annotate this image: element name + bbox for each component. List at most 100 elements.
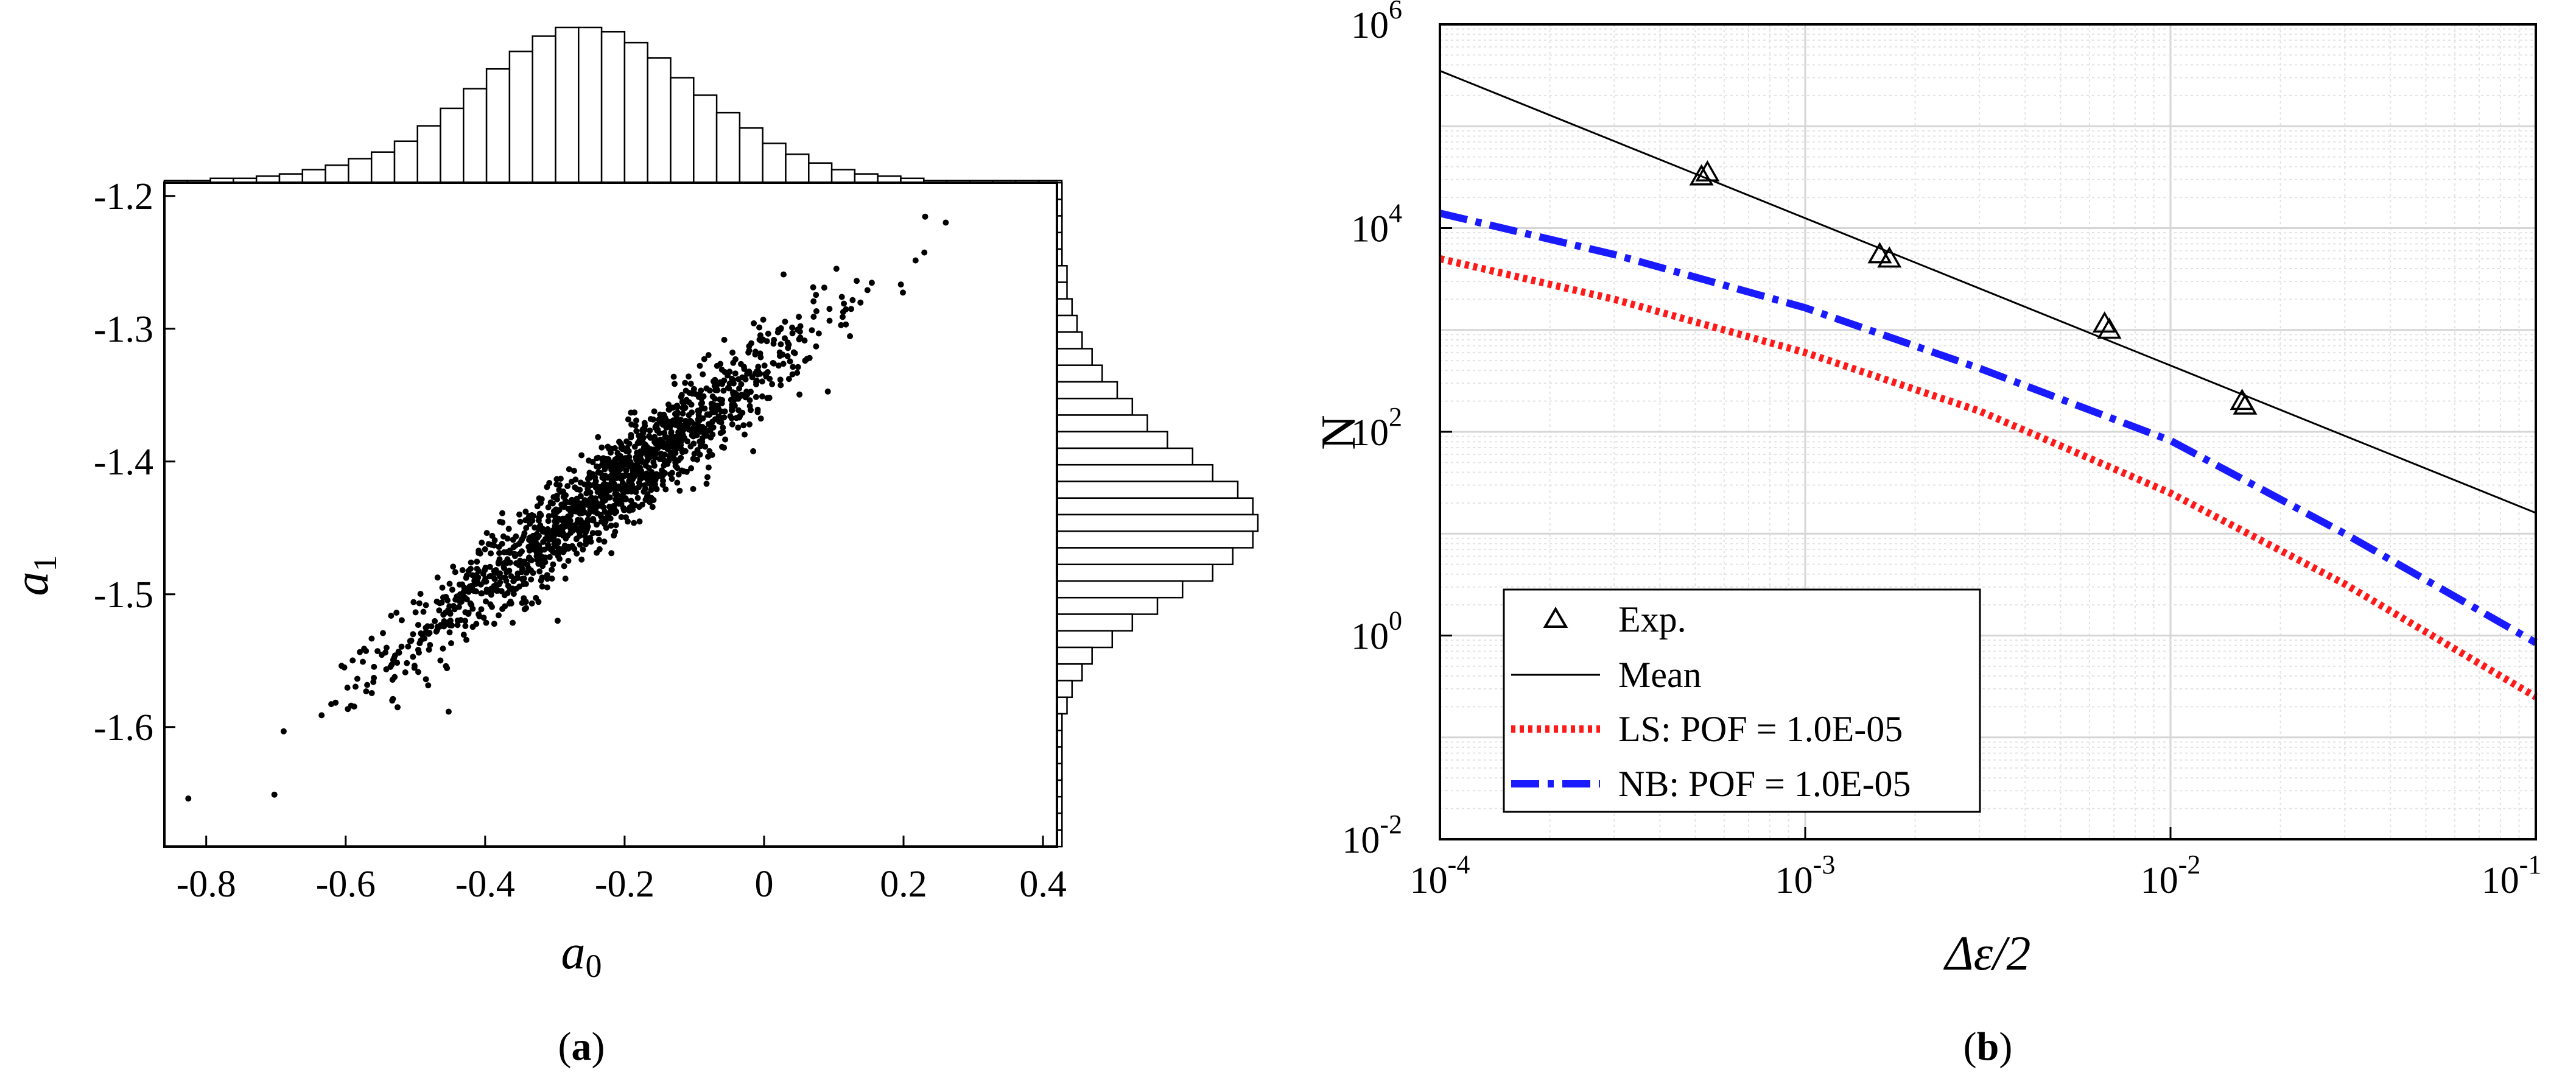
scatter-point (584, 486, 591, 492)
scatter-point (538, 496, 545, 502)
scatter-point (388, 613, 395, 619)
right-hist-bar (1056, 663, 1083, 682)
scatter-point (491, 537, 498, 543)
scatter-point (746, 421, 753, 428)
scatter-point (478, 590, 485, 597)
scatter-point (686, 373, 692, 380)
scatter-point (388, 661, 395, 668)
scatter-point (486, 563, 493, 570)
scatter-point (704, 474, 711, 481)
scatter-point (709, 393, 716, 400)
scatter-point (383, 644, 390, 651)
scatter-point (777, 382, 784, 389)
scatter-point (616, 485, 622, 492)
scatter-point (598, 513, 604, 520)
right-hist-bar (1056, 580, 1184, 599)
scatter-point (729, 349, 736, 356)
exp-marker (2097, 317, 2122, 339)
scatter-point (454, 617, 461, 624)
right-hist-bar (1056, 481, 1239, 499)
scatter-point (577, 487, 583, 493)
grid-b (1439, 24, 2536, 840)
scatter-point (574, 550, 580, 557)
top-hist-bar (485, 68, 511, 184)
scatter-point (838, 294, 845, 300)
legend-nb-label: NB: POF = 1.0E-05 (1618, 764, 1911, 804)
scatter-point (459, 581, 466, 588)
top-hist-bar (278, 173, 304, 184)
scatter-point (487, 601, 494, 608)
scatter-point (631, 502, 638, 509)
scatter-point (440, 611, 447, 618)
x-tick-label-b: 10-4 (1410, 850, 1470, 901)
scatter-point (553, 528, 560, 535)
top-hist-bar (348, 158, 373, 184)
scatter-point (653, 471, 660, 477)
scatter-point (595, 434, 602, 440)
scatter-point (637, 481, 644, 488)
scatter-point (732, 370, 739, 377)
scatter-point (550, 561, 556, 568)
scatter-point (538, 577, 544, 584)
scatter-point (598, 518, 605, 525)
scatter-point (824, 388, 831, 395)
scatter-point (646, 454, 653, 461)
scatter-point (921, 249, 928, 256)
scatter-point (495, 560, 502, 567)
scatter-point (558, 501, 565, 508)
scatter-point (775, 362, 782, 369)
scatter-point (689, 409, 695, 416)
scatter-point (501, 565, 507, 571)
scatter-point (679, 449, 686, 456)
scatter-point (584, 526, 590, 533)
scatter-point (813, 292, 819, 298)
top-hist-bar (623, 41, 648, 184)
scatter-point (796, 391, 803, 398)
scatter-point (770, 360, 777, 367)
scatter-point (612, 491, 619, 498)
plot-frame-a (163, 181, 1058, 848)
exp-marker (2233, 393, 2258, 415)
scatter-point (746, 368, 753, 375)
scatter-point (589, 530, 596, 537)
scatter-point (393, 610, 400, 616)
scatter-point (637, 476, 644, 482)
scatter-point (670, 373, 677, 380)
y-tick-label-b: 104 (1351, 199, 1402, 250)
scatter-point (521, 595, 527, 602)
scatter-point (785, 376, 792, 382)
scatter-point (516, 511, 522, 518)
x-axis-label-a: a0 (561, 926, 602, 984)
scatter-point (602, 509, 608, 515)
scatter-point (389, 677, 396, 683)
scatter-point (448, 640, 454, 647)
scatter-point (496, 612, 502, 619)
scatter-point (718, 400, 725, 407)
scatter-point (784, 353, 791, 359)
scatter-point (383, 666, 390, 672)
scatter-point (517, 518, 524, 525)
series-line-solid (1439, 69, 2536, 514)
scatter-point (523, 605, 529, 611)
scatter-point (415, 669, 421, 675)
scatter-point (552, 523, 558, 529)
top-hist-bar (301, 169, 326, 184)
scatter-point (731, 403, 738, 409)
scatter-point (622, 495, 629, 502)
top-hist-bar (508, 51, 533, 184)
scatter-point (496, 544, 502, 551)
scatter-point (482, 576, 489, 582)
scatter-point (437, 622, 444, 629)
scatter-point (549, 500, 556, 507)
scatter-point (718, 419, 725, 426)
scatter-points (185, 213, 949, 802)
scatter-point (650, 459, 657, 465)
scatter-point (537, 560, 544, 566)
scatter-point (623, 484, 630, 490)
scatter-point (482, 566, 488, 573)
scatter-point (605, 474, 611, 481)
series-line-dashdot (1439, 210, 2538, 646)
scatter-point (655, 440, 661, 447)
scatter-point (491, 576, 498, 582)
